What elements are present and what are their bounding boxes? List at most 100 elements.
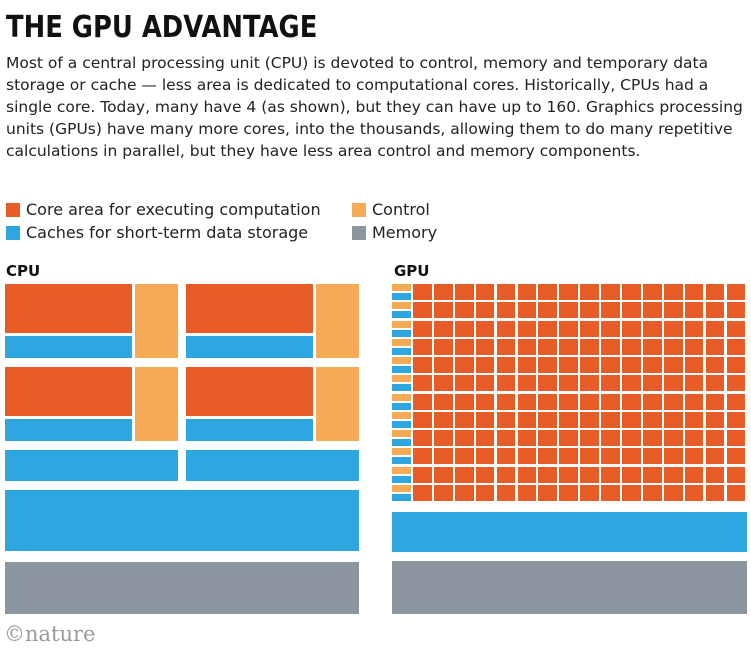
legend-label-cache: Caches for short-term data storage: [26, 223, 309, 242]
gpu-control-strip: [392, 375, 411, 383]
cpu-core-2: [186, 284, 313, 333]
gpu-core: [475, 484, 495, 501]
gpu-core: [726, 448, 746, 465]
gpu-core: [622, 284, 641, 301]
cpu-l3-cache: [5, 490, 359, 551]
gpu-control-strip: [392, 302, 411, 310]
gpu-core: [580, 357, 599, 374]
gpu-core: [642, 411, 662, 428]
cpu-core-4: [186, 367, 313, 416]
gpu-core: [622, 430, 641, 447]
gpu-core: [496, 284, 516, 301]
gpu-core: [496, 302, 516, 319]
gpu-core: [413, 357, 432, 374]
gpu-core: [517, 466, 537, 483]
gpu-core: [454, 430, 474, 447]
gpu-core: [601, 430, 620, 447]
gpu-core: [663, 375, 683, 392]
gpu-core: [413, 320, 432, 337]
gpu-core: [601, 338, 620, 355]
gpu-cache-strip: [392, 457, 411, 465]
cpu-core-3: [5, 367, 132, 416]
gpu-core: [580, 411, 599, 428]
gpu-core: [663, 357, 683, 374]
gpu-cache-strip: [392, 493, 411, 501]
gpu-core: [413, 393, 432, 410]
gpu-core: [475, 302, 495, 319]
legend-swatch-core: [6, 203, 20, 217]
legend-label-core: Core area for executing computation: [26, 200, 321, 219]
gpu-core: [454, 284, 474, 301]
gpu-core: [496, 466, 516, 483]
gpu-control-strip: [392, 411, 411, 419]
gpu-core: [517, 448, 537, 465]
legend-label-memory: Memory: [372, 223, 438, 242]
gpu-core: [622, 302, 641, 319]
gpu-core: [413, 284, 432, 301]
gpu-core: [496, 320, 516, 337]
gpu-core: [517, 284, 537, 301]
gpu-core: [601, 393, 620, 410]
gpu-control-strip: [392, 357, 411, 364]
gpu-core: [663, 448, 683, 465]
cpu-label: CPU: [6, 262, 41, 280]
gpu-core: [726, 411, 746, 428]
gpu-core: [433, 284, 453, 301]
gpu-core: [559, 338, 579, 355]
gpu-core: [601, 484, 620, 501]
gpu-core: [454, 466, 474, 483]
gpu-core: [475, 375, 495, 392]
gpu-core: [433, 320, 453, 337]
gpu-core: [622, 357, 641, 374]
gpu-core: [642, 284, 662, 301]
gpu-core: [413, 375, 432, 392]
gpu-control-strip: [392, 284, 411, 291]
gpu-core: [496, 357, 516, 374]
gpu-core: [684, 448, 704, 465]
gpu-core: [454, 484, 474, 501]
gpu-core: [642, 393, 662, 410]
gpu-cache-strip: [392, 366, 411, 373]
gpu-core: [705, 284, 725, 301]
gpu-core: [622, 484, 641, 501]
gpu-cache-strip: [392, 475, 411, 483]
gpu-core: [705, 375, 725, 392]
gpu-core: [580, 448, 599, 465]
gpu-core: [580, 338, 599, 355]
gpu-core: [538, 338, 558, 355]
gpu-core: [538, 393, 558, 410]
gpu-control-strip: [392, 484, 411, 492]
gpu-core: [413, 338, 432, 355]
gpu-core: [705, 430, 725, 447]
gpu-core: [726, 375, 746, 392]
gpu-core: [642, 466, 662, 483]
gpu-core: [475, 338, 495, 355]
gpu-core: [559, 430, 579, 447]
gpu-core: [726, 430, 746, 447]
gpu-core: [517, 320, 537, 337]
gpu-core: [454, 357, 474, 374]
gpu-core: [496, 393, 516, 410]
gpu-core: [559, 466, 579, 483]
gpu-cache-strip: [392, 293, 411, 300]
gpu-core: [726, 484, 746, 501]
gpu-control-strip: [392, 338, 411, 346]
cpu-memory: [5, 562, 359, 614]
gpu-memory: [392, 561, 747, 614]
cpu-core-1-cache: [5, 336, 132, 358]
gpu-core: [663, 411, 683, 428]
gpu-cache-strip: [392, 384, 411, 392]
gpu-core: [517, 393, 537, 410]
gpu-core: [622, 338, 641, 355]
gpu-core: [413, 466, 432, 483]
gpu-core: [580, 484, 599, 501]
gpu-cache-strip: [392, 347, 411, 355]
gpu-core: [726, 302, 746, 319]
gpu-core: [538, 430, 558, 447]
gpu-core: [663, 484, 683, 501]
gpu-control-strip: [392, 448, 411, 456]
gpu-core: [580, 375, 599, 392]
cpu-core-1-control: [135, 284, 178, 358]
gpu-core: [454, 320, 474, 337]
gpu-core: [433, 338, 453, 355]
